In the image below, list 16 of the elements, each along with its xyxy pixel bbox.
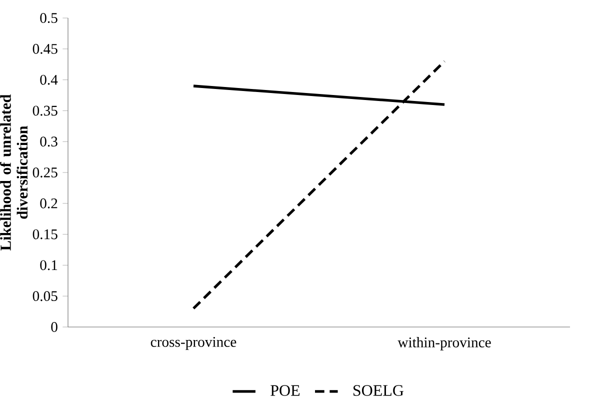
y-tick-label: 0.5	[40, 13, 58, 23]
legend-label: SOELG	[353, 385, 404, 396]
y-tick-label: 0.35	[32, 106, 58, 116]
y-tick-label: 0.4	[40, 74, 58, 85]
y-axis-title: Likelihood of unrelated diversification	[0, 94, 28, 250]
y-tick-label: 0	[51, 322, 58, 332]
y-tick-label: 0.2	[40, 198, 58, 208]
y-tick-label: 0.05	[32, 291, 58, 302]
y-tick-label: 0.3	[40, 136, 58, 147]
legend-label: POE	[270, 385, 300, 396]
x-tick-label: within-province	[398, 337, 491, 350]
y-tick-label: 0.45	[32, 44, 58, 54]
x-tick-label: cross-province	[150, 337, 236, 350]
y-tick-label: 0.1	[40, 260, 58, 270]
y-tick-label: 0.15	[32, 229, 58, 240]
y-tick-label: 0.25	[32, 168, 58, 178]
